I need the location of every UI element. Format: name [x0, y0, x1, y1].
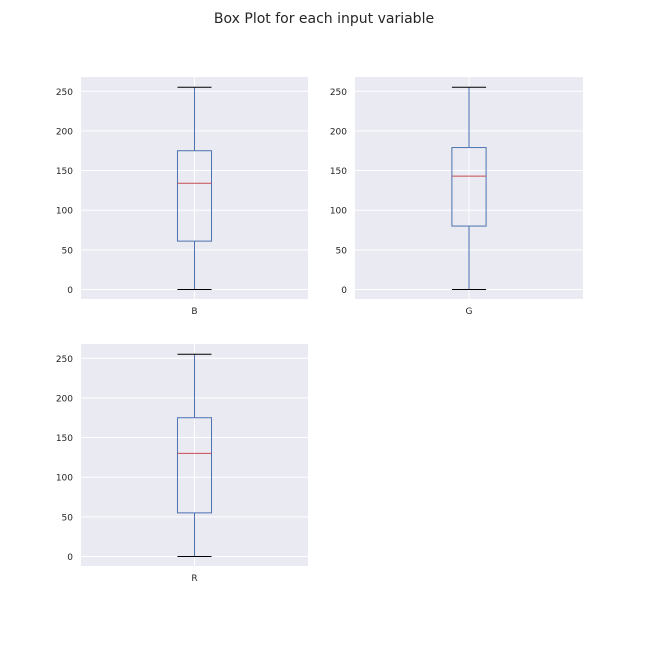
x-tick-label-b: B — [191, 307, 197, 317]
y-tick-label-200: 200 — [330, 127, 347, 137]
y-tick-label-0: 0 — [341, 286, 347, 296]
y-tick-label-50: 50 — [336, 246, 348, 256]
y-tick-label-100: 100 — [56, 207, 73, 217]
x-tick-label-g: G — [466, 307, 473, 317]
y-tick-label-150: 150 — [56, 434, 73, 444]
y-tick-label-250: 250 — [330, 88, 347, 98]
y-tick-label-50: 50 — [62, 246, 74, 256]
y-tick-label-150: 150 — [56, 167, 73, 177]
y-tick-label-250: 250 — [56, 88, 73, 98]
y-tick-label-50: 50 — [62, 513, 74, 523]
y-tick-label-100: 100 — [56, 474, 73, 484]
subplot-r: 0 50 100 150 200 250 R — [56, 344, 308, 584]
box-b — [176, 150, 213, 242]
y-tick-label-0: 0 — [67, 286, 73, 296]
y-tick-label-0: 0 — [67, 553, 73, 563]
y-tick-label-250: 250 — [56, 355, 73, 365]
y-tick-label-200: 200 — [56, 127, 73, 137]
box-r — [176, 417, 213, 514]
x-tick-label-r: R — [191, 574, 197, 584]
subplot-g: 0 50 100 150 200 250 G — [330, 77, 583, 317]
y-tick-label-150: 150 — [330, 167, 347, 177]
subplot-b: 0 50 100 150 200 250 B — [56, 77, 308, 317]
figure-title: Box Plot for each input variable — [213, 11, 435, 27]
y-tick-label-100: 100 — [330, 207, 347, 217]
box-g — [451, 147, 487, 227]
y-tick-label-200: 200 — [56, 394, 73, 404]
